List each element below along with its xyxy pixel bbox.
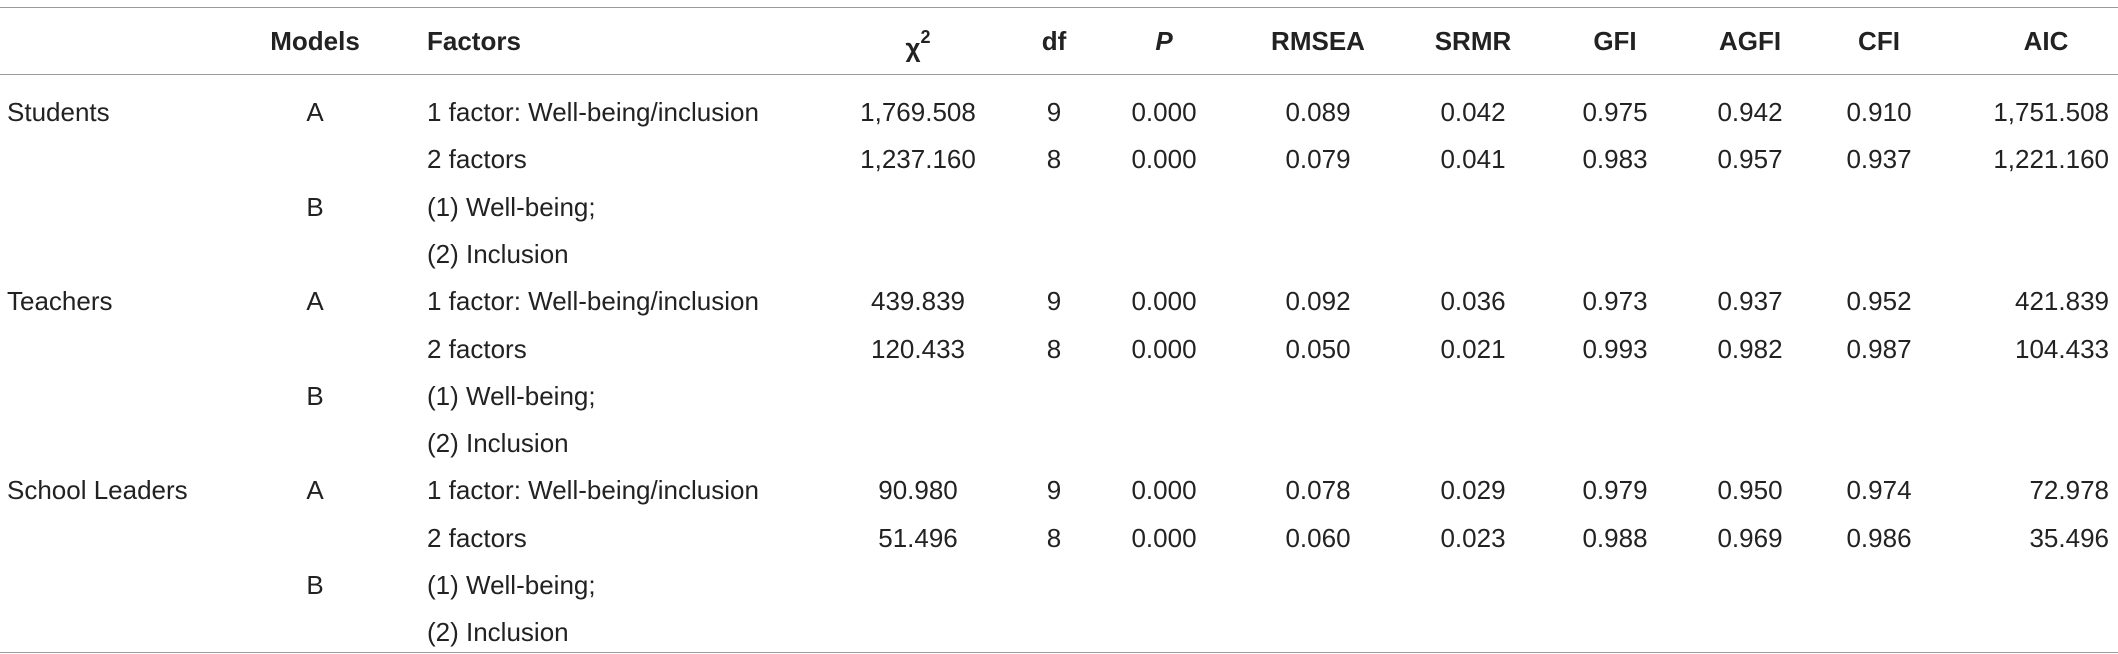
header-text: χ — [905, 32, 921, 63]
value-cell: 120.433 — [871, 333, 965, 364]
value-cell: 0.023 — [1440, 522, 1506, 553]
value-cell: 0.979 — [1582, 475, 1648, 506]
value-cell: 90.980 — [878, 475, 958, 506]
group-label: School Leaders — [7, 475, 188, 506]
column-header: SRMR — [1434, 26, 1512, 56]
model-label: A — [306, 286, 324, 317]
column-header: χ2 — [906, 26, 931, 63]
factor-label: (1) Well-being; — [427, 191, 596, 222]
value-cell: 35.496 — [2029, 522, 2109, 553]
value-cell: 8 — [1046, 522, 1062, 553]
header-rule — [0, 74, 2118, 75]
factor-label: 1 factor: Well-being/inclusion — [427, 475, 759, 506]
value-cell: 1,769.508 — [860, 97, 976, 127]
factor-label: 1 factor: Well-being/inclusion — [427, 286, 759, 317]
value-cell: 439.839 — [871, 286, 965, 317]
model-label: A — [306, 475, 324, 506]
value-cell: 51.496 — [878, 522, 958, 553]
factor-label: (2) Inclusion — [427, 617, 569, 648]
value-cell: 0.950 — [1717, 475, 1783, 506]
value-cell: 0.969 — [1717, 522, 1783, 553]
column-header: RMSEA — [1271, 26, 1365, 56]
model-label: B — [306, 570, 324, 600]
value-cell: 0.957 — [1717, 144, 1783, 175]
factor-label: 2 factors — [427, 522, 527, 553]
value-cell: 9 — [1046, 97, 1062, 127]
value-cell: 0.000 — [1131, 97, 1197, 127]
factor-label: (1) Well-being; — [427, 570, 596, 600]
value-cell: 9 — [1046, 286, 1062, 317]
value-cell: 0.092 — [1285, 286, 1351, 317]
column-header: AGFI — [1718, 26, 1782, 56]
value-cell: 0.021 — [1440, 333, 1506, 364]
value-cell: 0.036 — [1440, 286, 1506, 317]
model-label: B — [306, 380, 324, 411]
factor-label: (2) Inclusion — [427, 428, 569, 459]
factor-label: 1 factor: Well-being/inclusion — [427, 97, 759, 127]
value-cell: 0.973 — [1582, 286, 1648, 317]
value-cell: 9 — [1046, 475, 1062, 506]
value-cell: 0.042 — [1440, 97, 1506, 127]
factor-label: (1) Well-being; — [427, 380, 596, 411]
value-cell: 8 — [1046, 333, 1062, 364]
value-cell: 1,237.160 — [860, 144, 976, 175]
value-cell: 0.937 — [1717, 286, 1783, 317]
bottom-rule — [0, 652, 2118, 653]
factor-label: 2 factors — [427, 333, 527, 364]
column-header: Models — [270, 26, 360, 56]
value-cell: 0.089 — [1285, 97, 1351, 127]
value-cell: 0.986 — [1846, 522, 1912, 553]
value-cell: 0.937 — [1846, 144, 1912, 175]
value-cell: 0.988 — [1582, 522, 1648, 553]
value-cell: 0.050 — [1285, 333, 1351, 364]
value-cell: 0.000 — [1131, 522, 1197, 553]
model-label: B — [306, 191, 324, 222]
value-cell: 0.910 — [1846, 97, 1912, 127]
model-label: A — [306, 97, 324, 127]
value-cell: 0.041 — [1440, 144, 1506, 175]
value-cell: 8 — [1046, 144, 1062, 175]
top-rule — [0, 7, 2118, 8]
value-cell: 0.942 — [1717, 97, 1783, 127]
column-header: Factors — [427, 26, 521, 56]
factor-label: (2) Inclusion — [427, 238, 569, 269]
value-cell: 0.974 — [1846, 475, 1912, 506]
value-cell: 0.000 — [1131, 286, 1197, 317]
value-cell: 0.987 — [1846, 333, 1912, 364]
group-label: Students — [7, 97, 110, 127]
value-cell: 421.839 — [2015, 286, 2109, 317]
value-cell: 0.078 — [1285, 475, 1351, 506]
column-header: CFI — [1858, 26, 1900, 56]
column-header: df — [1041, 26, 1067, 56]
value-cell: 72.978 — [2029, 475, 2109, 506]
value-cell: 0.975 — [1582, 97, 1648, 127]
column-header: P — [1155, 26, 1173, 56]
value-cell: 0.000 — [1131, 475, 1197, 506]
value-cell: 0.952 — [1846, 286, 1912, 317]
value-cell: 0.000 — [1131, 144, 1197, 175]
value-cell: 104.433 — [2015, 333, 2109, 364]
group-label: Teachers — [7, 286, 113, 317]
value-cell: 0.029 — [1440, 475, 1506, 506]
column-header: GFI — [1593, 26, 1637, 56]
value-cell: 0.993 — [1582, 333, 1648, 364]
value-cell: 0.983 — [1582, 144, 1648, 175]
factor-label: 2 factors — [427, 144, 527, 175]
value-cell: 0.060 — [1285, 522, 1351, 553]
value-cell: 0.079 — [1285, 144, 1351, 175]
value-cell: 0.000 — [1131, 333, 1197, 364]
value-cell: 0.982 — [1717, 333, 1783, 364]
column-header: AIC — [2023, 26, 2069, 56]
header-superscript: 2 — [920, 27, 931, 47]
value-cell: 1,221.160 — [1993, 144, 2109, 175]
value-cell: 1,751.508 — [1993, 97, 2109, 127]
